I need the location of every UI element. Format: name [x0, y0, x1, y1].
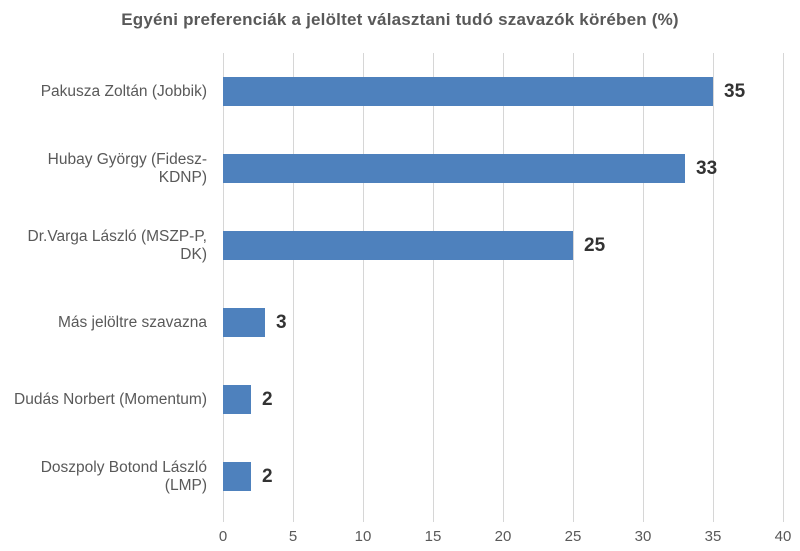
bar-rows: Pakusza Zoltán (Jobbik) 35 Hubay György (F… — [0, 53, 800, 515]
category-label: Hubay György (Fidesz-KDNP) — [47, 150, 207, 186]
bar-row: Hubay György (Fidesz-KDNP) 33 — [0, 130, 800, 207]
bar-row: Doszpoly Botond László (LMP) 2 — [0, 438, 800, 515]
category-label: Dudás Norbert (Momentum) — [14, 390, 207, 408]
value-label: 2 — [262, 465, 273, 487]
value-label: 35 — [724, 80, 746, 102]
category-label: Dr.Varga László (MSZP-P, DK) — [27, 227, 207, 263]
bar-track: 35 — [223, 53, 783, 130]
x-tick-label: 10 — [354, 528, 372, 545]
chart-title: Egyéni preferenciák a jelöltet választan… — [121, 10, 679, 29]
bar-track: 25 — [223, 207, 783, 284]
bar-row: Dr.Varga László (MSZP-P, DK) 25 — [0, 207, 800, 284]
x-tick-label: 20 — [494, 528, 512, 545]
bar-track: 2 — [223, 361, 783, 438]
x-tick-label: 30 — [634, 528, 652, 545]
x-tick-label: 5 — [288, 528, 298, 545]
bar — [223, 77, 713, 106]
x-axis: 0 5 10 15 20 25 30 35 40 — [219, 515, 792, 551]
bar-track: 3 — [223, 284, 783, 361]
bar — [223, 462, 251, 491]
bar-row: Dudás Norbert (Momentum) 2 — [0, 361, 800, 438]
bar — [223, 385, 251, 414]
category-label: Doszpoly Botond László (LMP) — [40, 458, 207, 494]
category-label: Más jelöltre szavazna — [57, 313, 207, 331]
value-label: 25 — [584, 234, 606, 256]
bar-row: Más jelöltre szavazna 3 — [0, 284, 800, 361]
category-label: Pakusza Zoltán (Jobbik) — [40, 82, 207, 100]
x-tick-label: 35 — [704, 528, 722, 545]
bar-track: 2 — [223, 438, 783, 515]
x-tick-label: 25 — [564, 528, 582, 545]
bar-track: 33 — [223, 130, 783, 207]
x-tick-label: 15 — [424, 528, 442, 545]
value-label: 33 — [696, 157, 718, 179]
bar — [223, 154, 685, 183]
value-label: 3 — [276, 311, 287, 333]
bar — [223, 308, 265, 337]
x-tick-label: 0 — [218, 528, 228, 545]
value-label: 2 — [262, 388, 273, 410]
bar-chart: Pakusza Zoltán (Jobbik) 35 Hubay György (F… — [0, 53, 800, 551]
x-tick-label: 40 — [774, 528, 792, 545]
bar-row: Pakusza Zoltán (Jobbik) 35 — [0, 53, 800, 130]
bar — [223, 231, 573, 260]
